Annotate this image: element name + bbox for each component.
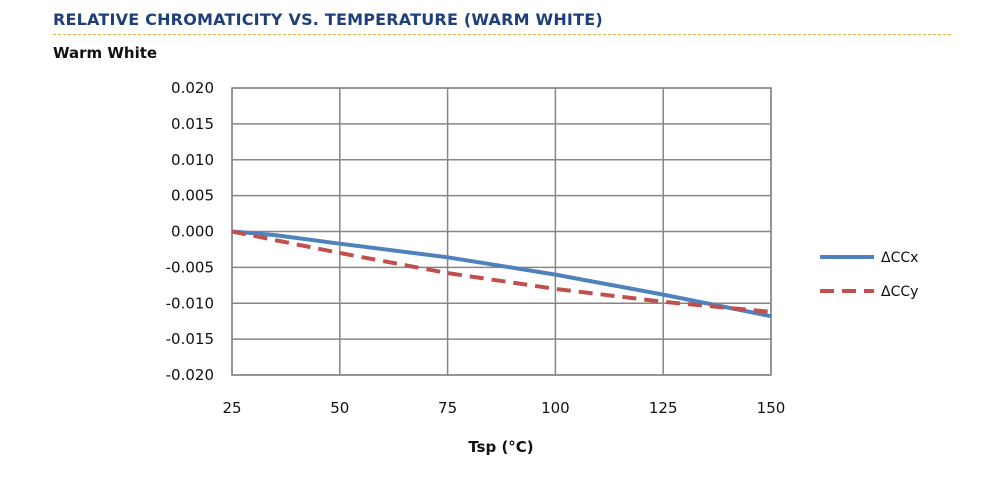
- x-tick-label: 75: [438, 399, 457, 417]
- y-tick-label: 0.000: [171, 223, 214, 241]
- x-tick-label: 100: [541, 399, 570, 417]
- x-tick-label: 25: [222, 399, 241, 417]
- y-tick-labels: 0.020 0.015 0.010 0.005 0.000 -0.005 -0.010 -0.…: [166, 79, 214, 384]
- x-tick-label: 50: [330, 399, 349, 417]
- x-axis-title: Tsp (°C): [468, 438, 533, 456]
- y-tick-label: -0.010: [166, 294, 214, 312]
- page-heading: RELATIVE CHROMATICITY VS. TEMPERATURE (W…: [53, 10, 603, 29]
- x-tick-label: 150: [757, 399, 786, 417]
- y-tick-label: 0.015: [171, 115, 214, 133]
- y-tick-label: 0.010: [171, 151, 214, 169]
- heading-divider: [53, 34, 951, 35]
- legend-label: ΔCCx: [881, 250, 918, 266]
- series-line-dccy: [231, 229, 772, 314]
- chart-grid: [231, 87, 772, 376]
- y-tick-label: -0.015: [166, 330, 214, 348]
- series-layer: [231, 229, 772, 319]
- x-tick-label: 125: [649, 399, 678, 417]
- y-tick-label: 0.005: [171, 187, 214, 205]
- legend-label: ΔCCy: [881, 284, 918, 300]
- y-tick-label: 0.020: [171, 79, 214, 97]
- y-tick-label: -0.020: [166, 366, 214, 384]
- chart-title: Warm White: [53, 44, 158, 62]
- x-tick-labels: 25 50 75 100 125 150: [222, 399, 785, 417]
- y-tick-label: -0.005: [166, 258, 214, 276]
- legend: ΔCCx ΔCCy: [820, 250, 918, 300]
- series-line-dccx: [231, 229, 772, 319]
